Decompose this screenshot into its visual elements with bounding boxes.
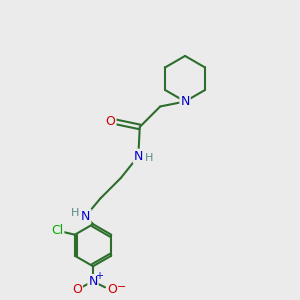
Text: −: − [116, 282, 126, 292]
Text: N: N [81, 209, 90, 223]
Text: N: N [134, 150, 143, 163]
Text: H: H [145, 153, 154, 163]
Text: O: O [106, 115, 116, 128]
Text: O: O [107, 283, 117, 296]
Text: +: + [95, 271, 104, 281]
Text: N: N [88, 275, 98, 288]
Text: H: H [70, 208, 79, 218]
Text: N: N [180, 95, 190, 108]
Text: O: O [72, 283, 82, 296]
Text: Cl: Cl [51, 224, 63, 237]
